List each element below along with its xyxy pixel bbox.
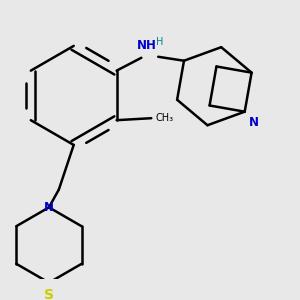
Text: N: N xyxy=(249,116,259,129)
Text: NH: NH xyxy=(136,39,156,52)
Text: N: N xyxy=(44,201,54,214)
Text: CH₃: CH₃ xyxy=(155,113,173,123)
Text: S: S xyxy=(44,288,54,300)
Text: H: H xyxy=(155,37,163,47)
